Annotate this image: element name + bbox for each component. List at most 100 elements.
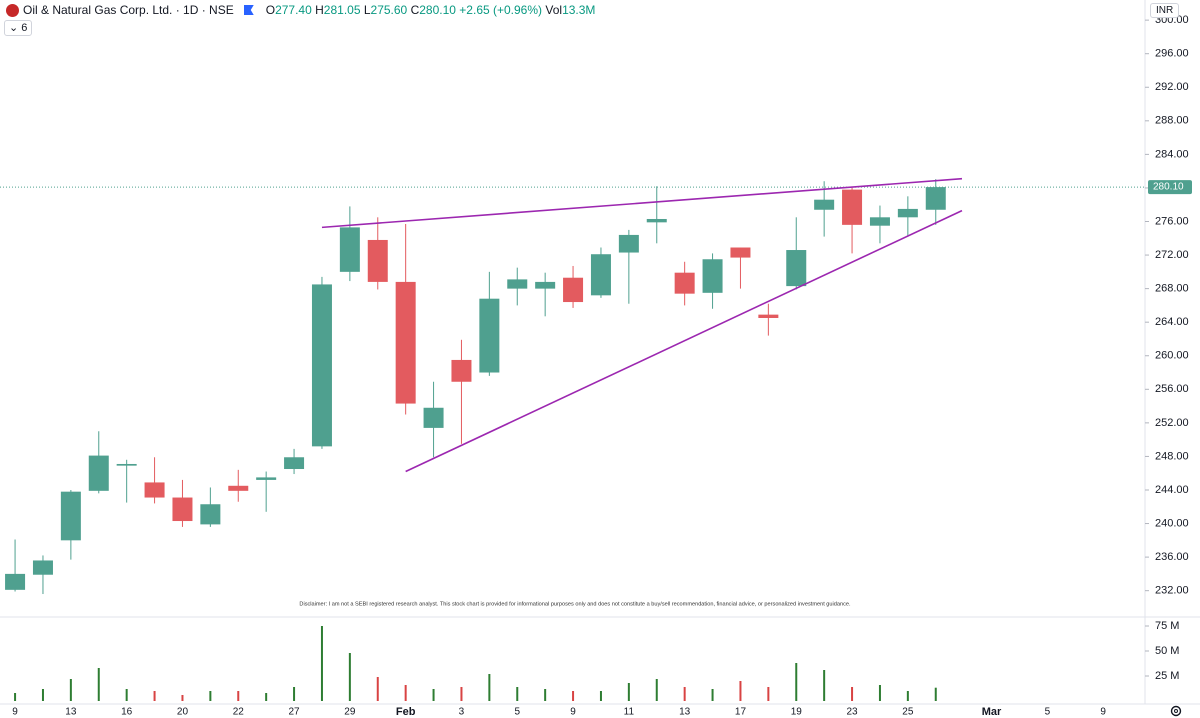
volume-bar bbox=[767, 687, 770, 701]
candle-body bbox=[367, 239, 388, 282]
candle-body bbox=[395, 281, 416, 404]
x-tick-label: 13 bbox=[65, 707, 77, 718]
volume-bar bbox=[488, 674, 491, 701]
volume-bar bbox=[683, 687, 686, 701]
volume-bar bbox=[376, 677, 379, 701]
y-tick-label: 232.00 bbox=[1155, 585, 1189, 597]
y-tick-label: 264.00 bbox=[1155, 316, 1189, 328]
volume-label: Vol bbox=[545, 3, 563, 17]
candle-body bbox=[256, 477, 277, 480]
y-tick-label: 256.00 bbox=[1155, 383, 1189, 395]
candle-body bbox=[842, 189, 863, 225]
y2-tick-label: 75 M bbox=[1155, 620, 1179, 632]
currency[interactable]: INR bbox=[1150, 3, 1180, 18]
y-tick-label: 292.00 bbox=[1155, 81, 1189, 93]
y-tick-label: 260.00 bbox=[1155, 350, 1189, 362]
ohlc: O277.40 H281.05 L275.60 C280.10 +2.65 (+… bbox=[266, 3, 596, 17]
volume-bar bbox=[237, 691, 240, 701]
disclaimer: Disclaimer: I am not a SEBI registered r… bbox=[299, 601, 851, 607]
volume-bar bbox=[181, 695, 184, 701]
x-tick-label: 13 bbox=[679, 707, 691, 718]
settings-icon[interactable] bbox=[1170, 705, 1182, 717]
y-tick-label: 288.00 bbox=[1155, 115, 1189, 127]
ohlc-value: 275.60 bbox=[370, 3, 408, 17]
x-tick-label: 3 bbox=[459, 707, 465, 718]
candle-body bbox=[758, 314, 779, 318]
candle-body bbox=[618, 234, 639, 253]
volume-bar bbox=[293, 687, 296, 701]
y-tick-label: 268.00 bbox=[1155, 283, 1189, 295]
change: +2.65 (+0.96%) bbox=[459, 3, 543, 17]
volume-bar bbox=[739, 681, 742, 701]
candle-body bbox=[786, 250, 807, 287]
x-tick-label: 29 bbox=[344, 707, 356, 718]
ohlc-value: 280.10 bbox=[419, 3, 456, 17]
trendline bbox=[321, 177, 963, 229]
x-tick-label: 20 bbox=[177, 707, 189, 718]
candle-body bbox=[702, 259, 723, 293]
candle-body bbox=[88, 455, 109, 491]
volume-bar bbox=[823, 670, 826, 701]
candle-body bbox=[200, 504, 221, 525]
y-tick-label: 248.00 bbox=[1155, 450, 1189, 462]
volume-bar bbox=[655, 679, 658, 701]
candle-body bbox=[284, 457, 305, 470]
x-tick-label: 5 bbox=[1045, 707, 1051, 718]
y-tick-label: 240.00 bbox=[1155, 517, 1189, 529]
ohlc-value: 277.40 bbox=[275, 3, 312, 17]
candle-body bbox=[814, 199, 835, 210]
candle-body bbox=[925, 187, 946, 210]
y-tick-label: 284.00 bbox=[1155, 148, 1189, 160]
y-tick-label: 236.00 bbox=[1155, 551, 1189, 563]
ohlc-label: C bbox=[410, 3, 420, 17]
indicators-toggle[interactable]: ⌄ 6 bbox=[4, 20, 33, 36]
header: Oil & Natural Gas Corp. Ltd. · 1D · NSE … bbox=[6, 3, 595, 17]
x-tick-label: 23 bbox=[846, 707, 858, 718]
candle-body bbox=[479, 298, 500, 373]
volume-bar bbox=[627, 683, 630, 701]
ohlc-label: L bbox=[363, 3, 371, 17]
candle-body bbox=[897, 208, 918, 218]
x-tick-label: Mar bbox=[982, 706, 1002, 718]
y-tick-label: 272.00 bbox=[1155, 249, 1189, 261]
volume-bar bbox=[153, 691, 156, 701]
y-tick-label: 252.00 bbox=[1155, 417, 1189, 429]
x-tick-label: 19 bbox=[791, 707, 803, 718]
x-tick-label: 22 bbox=[233, 707, 245, 718]
candle-body bbox=[311, 284, 332, 447]
volume-bar bbox=[320, 626, 323, 701]
candle-body bbox=[116, 463, 137, 466]
candle-body bbox=[228, 485, 249, 491]
candle-body bbox=[60, 491, 81, 541]
logo bbox=[6, 3, 19, 17]
volume-bar bbox=[209, 691, 212, 701]
volume-bar bbox=[934, 687, 937, 701]
volume-value: 13.3M bbox=[562, 3, 596, 17]
y2-tick-label: 25 M bbox=[1155, 670, 1179, 682]
candle-body bbox=[674, 272, 695, 294]
candle-body bbox=[646, 218, 667, 223]
volume-bar bbox=[516, 687, 519, 701]
flag-icon[interactable] bbox=[243, 5, 254, 15]
volume-bar bbox=[851, 687, 854, 701]
volume-bar bbox=[265, 693, 268, 701]
volume-bar bbox=[711, 689, 714, 701]
volume-bar bbox=[348, 653, 351, 701]
volume-bar bbox=[41, 689, 44, 701]
y-tick-label: 276.00 bbox=[1155, 215, 1189, 227]
candle-body bbox=[507, 279, 528, 289]
candle-body bbox=[535, 281, 556, 289]
symbol-title[interactable]: Oil & Natural Gas Corp. Ltd. · 1D · NSE bbox=[23, 3, 234, 17]
candle-body bbox=[451, 359, 472, 382]
x-tick-label: 17 bbox=[735, 707, 747, 718]
y2-tick-label: 50 M bbox=[1155, 645, 1179, 657]
x-tick-label: 5 bbox=[514, 707, 520, 718]
volume-bar bbox=[572, 691, 575, 701]
volume-bar bbox=[97, 668, 100, 701]
last-price-label: 280.10 bbox=[1153, 182, 1184, 193]
candle-body bbox=[590, 254, 611, 296]
y-tick-label: 296.00 bbox=[1155, 48, 1189, 60]
volume-bar bbox=[795, 663, 798, 701]
y-tick-label: 244.00 bbox=[1155, 484, 1189, 496]
